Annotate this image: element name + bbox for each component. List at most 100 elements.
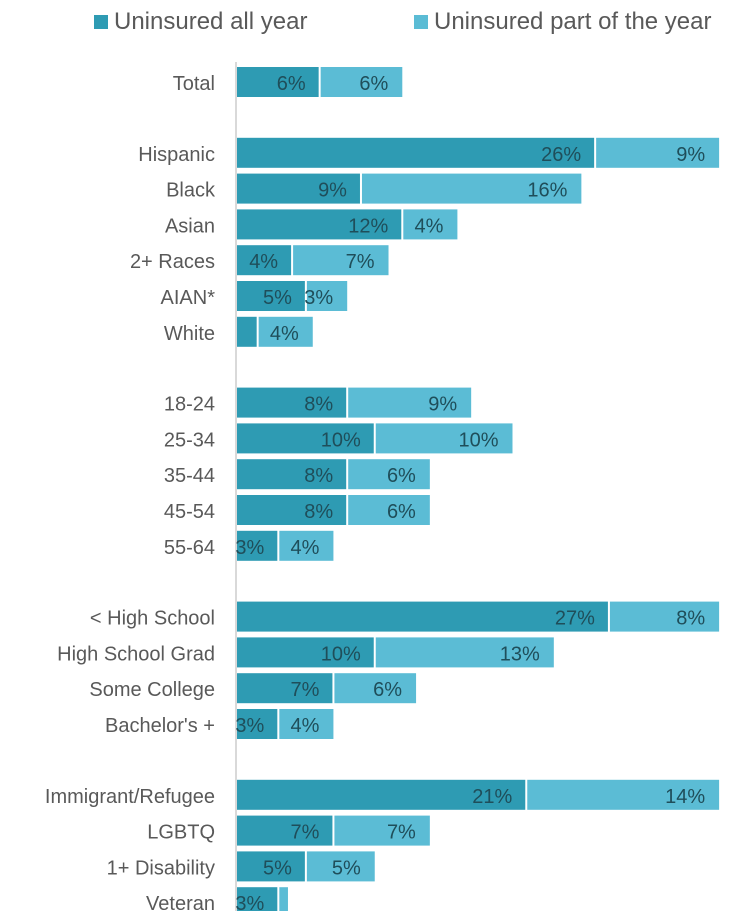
- data-label-all-year: 21%: [472, 786, 512, 808]
- data-label-part-year: 6%: [387, 501, 416, 523]
- bar-uninsured-part-year: [320, 67, 403, 97]
- data-label-part-year: 9%: [428, 394, 457, 416]
- data-label-all-year: 8%: [304, 394, 333, 416]
- data-label-all-year: 26%: [541, 144, 581, 166]
- bar-uninsured-all-year: [237, 495, 347, 525]
- data-label-all-year: 27%: [555, 608, 595, 630]
- legend-item-all-year: Uninsured all year: [94, 8, 307, 36]
- data-label-part-year: 8%: [676, 608, 705, 630]
- bar-uninsured-part-year: [334, 673, 417, 704]
- data-label-all-year: 7%: [291, 679, 320, 701]
- bar-uninsured-part-year: [306, 281, 348, 311]
- data-label-part-year: 3%: [304, 287, 333, 309]
- legend-label-all-year: Uninsured all year: [114, 8, 308, 35]
- bar-uninsured-all-year: [237, 673, 333, 704]
- data-label-part-year: 4%: [291, 715, 320, 737]
- data-label-part-year: 4%: [270, 323, 299, 345]
- data-label-all-year: 6%: [277, 73, 306, 95]
- category-label: Some College: [89, 679, 215, 701]
- data-label-part-year: 13%: [500, 643, 540, 665]
- data-label-all-year: 10%: [321, 429, 361, 451]
- bar-uninsured-all-year: [237, 245, 292, 276]
- bar-uninsured-all-year: [237, 851, 305, 882]
- data-label-all-year: 3%: [235, 537, 264, 559]
- category-label: 1+ Disability: [107, 857, 215, 879]
- legend: Uninsured all year Uninsured part of the…: [0, 8, 752, 44]
- data-label-part-year: 6%: [387, 465, 416, 487]
- bar-uninsured-all-year: [237, 709, 278, 739]
- bar-uninsured-part-year: [375, 637, 554, 668]
- bar-uninsured-all-year: [237, 779, 526, 810]
- bar-uninsured-all-year: [237, 281, 305, 311]
- data-label-all-year: 8%: [304, 465, 333, 487]
- bar-uninsured-all-year: [237, 601, 608, 632]
- data-label-all-year: 5%: [263, 287, 292, 309]
- category-label: 35-44: [164, 465, 215, 487]
- bar-uninsured-part-year: [348, 495, 430, 525]
- category-label: Asian: [165, 215, 215, 237]
- category-label: Veteran: [146, 893, 215, 911]
- data-label-part-year: 5%: [332, 857, 361, 879]
- bar-uninsured-part-year: [361, 173, 582, 204]
- category-label: Black: [166, 180, 216, 202]
- data-label-all-year: 3%: [235, 893, 264, 911]
- bar-uninsured-part-year: [293, 245, 389, 276]
- bar-uninsured-part-year: [279, 887, 288, 911]
- data-label-part-year: 7%: [346, 251, 375, 273]
- bar-uninsured-part-year: [403, 209, 458, 240]
- legend-label-part-year: Uninsured part of the year: [434, 8, 712, 35]
- category-label: LGBTQ: [147, 822, 215, 844]
- category-label: AIAN*: [161, 287, 216, 309]
- bar-uninsured-part-year: [527, 779, 720, 810]
- category-label: 25-34: [164, 429, 215, 451]
- bar-uninsured-all-year: [237, 67, 319, 97]
- bar-uninsured-all-year: [237, 530, 278, 561]
- category-label: 55-64: [164, 537, 215, 559]
- bar-uninsured-all-year: [237, 637, 374, 668]
- data-label-all-year: 9%: [318, 180, 347, 202]
- bar-uninsured-all-year: [237, 137, 595, 168]
- bar-uninsured-all-year: [237, 887, 278, 911]
- bar-uninsured-part-year: [596, 137, 720, 168]
- data-label-all-year: 3%: [235, 715, 264, 737]
- data-label-part-year: 6%: [359, 73, 388, 95]
- category-label: Hispanic: [138, 144, 215, 166]
- legend-swatch-part-year: [414, 15, 428, 29]
- category-label: White: [164, 323, 215, 345]
- category-label: Immigrant/Refugee: [45, 786, 215, 808]
- category-label: High School Grad: [57, 643, 215, 665]
- bar-uninsured-part-year: [334, 815, 430, 846]
- bar-uninsured-all-year: [237, 316, 257, 347]
- category-label: Total: [173, 73, 215, 95]
- bar-uninsured-part-year: [348, 459, 430, 490]
- bar-uninsured-all-year: [237, 459, 347, 490]
- data-label-all-year: 4%: [249, 251, 278, 273]
- data-label-all-year: 7%: [291, 822, 320, 844]
- data-label-part-year: 14%: [665, 786, 705, 808]
- legend-item-part-year: Uninsured part of the year: [414, 8, 712, 36]
- bar-uninsured-all-year: [237, 815, 333, 846]
- bar-uninsured-part-year: [279, 709, 334, 739]
- data-label-part-year: 10%: [458, 429, 498, 451]
- bar-uninsured-all-year: [237, 387, 347, 418]
- category-label: Bachelor's +: [105, 715, 215, 737]
- data-label-part-year: 4%: [414, 215, 443, 237]
- data-label-all-year: 10%: [321, 643, 361, 665]
- data-label-part-year: 7%: [387, 822, 416, 844]
- data-label-all-year: 8%: [304, 501, 333, 523]
- bar-uninsured-part-year: [609, 601, 720, 632]
- data-label-part-year: 6%: [373, 679, 402, 701]
- data-label-part-year: 16%: [527, 180, 567, 202]
- bar-uninsured-all-year: [237, 209, 402, 240]
- bar-uninsured-all-year: [237, 173, 360, 204]
- bar-uninsured-part-year: [306, 851, 375, 882]
- bar-uninsured-part-year: [258, 316, 313, 347]
- category-label: 45-54: [164, 501, 215, 523]
- category-label: 2+ Races: [130, 251, 215, 273]
- bar-uninsured-part-year: [279, 530, 334, 561]
- legend-swatch-all-year: [94, 15, 108, 29]
- category-label: < High School: [90, 608, 215, 630]
- data-label-all-year: 12%: [348, 215, 388, 237]
- data-label-part-year: 4%: [291, 537, 320, 559]
